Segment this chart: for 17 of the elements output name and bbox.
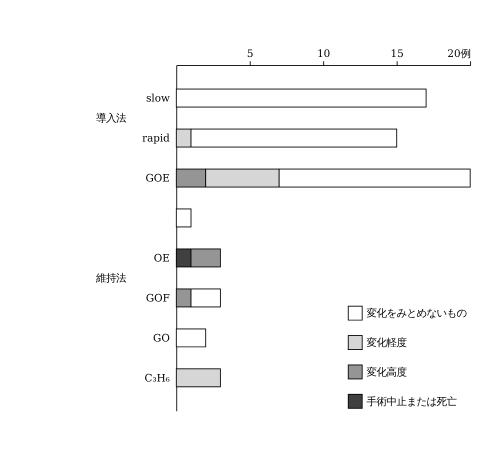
legend-label: 手術中止または死亡 [366,396,456,408]
y-tick-label: GOE [145,172,170,184]
y-tick-label: slow [146,92,170,105]
text: 維持法 [95,272,126,284]
legend-label: 変化をみとめないもの [366,308,466,320]
legend-label: 変化軽度 [366,337,406,349]
x-tick-label: 20例 [447,48,471,60]
y-tick-label: GO [153,332,170,344]
y-tick-label: C₃H₆ [144,372,170,384]
x-tick-label: 5 [246,48,254,60]
y-tick-label: GOF [146,292,170,304]
x-tick-label: 15 [390,48,404,60]
y-tick-label: rapid [142,132,170,145]
y-tick-label: OE [154,252,170,264]
text: 導入法 [96,112,126,125]
x-tick-label: 10 [317,48,330,60]
legend-label: 変化高度 [366,366,406,378]
